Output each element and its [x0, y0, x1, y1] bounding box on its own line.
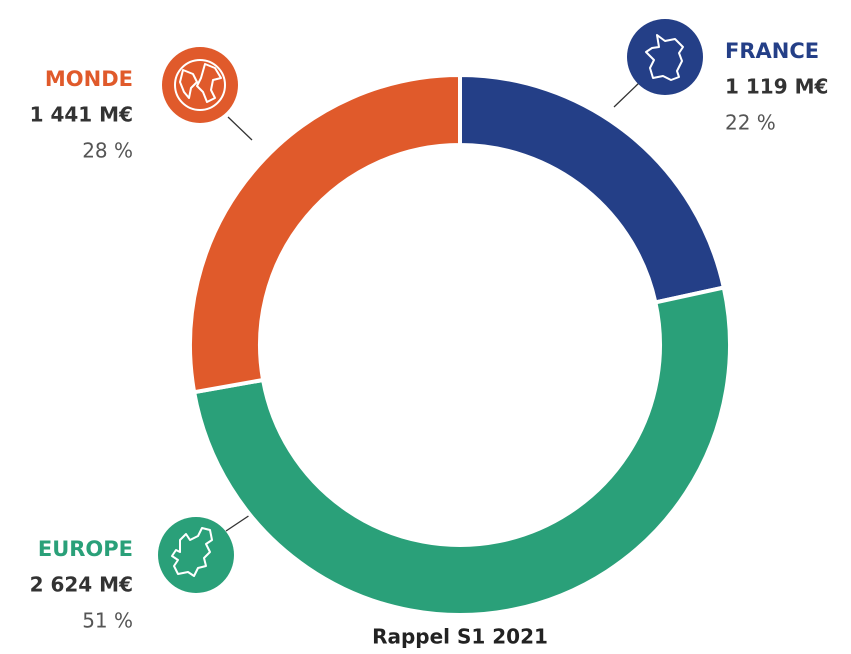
category-label: FRANCE	[725, 39, 819, 63]
donut-slice	[458, 72, 727, 305]
france-icon	[627, 19, 703, 95]
donut-slice	[188, 72, 462, 395]
value-label: 1 119 M€	[725, 75, 828, 99]
share-label: 51 %	[82, 609, 133, 633]
value-label: 1 441 M€	[30, 103, 133, 127]
world-icon	[162, 47, 238, 123]
category-label: MONDE	[45, 67, 133, 91]
leader-line	[227, 116, 253, 141]
value-label: 2 624 M€	[30, 573, 133, 597]
europe-icon	[158, 517, 234, 593]
share-label: 28 %	[82, 139, 133, 163]
share-label: 22 %	[725, 111, 776, 135]
leader-line	[613, 81, 641, 108]
donut-slice	[191, 285, 732, 617]
category-label: EUROPE	[38, 537, 133, 561]
chart-title: Rappel S1 2021	[372, 625, 548, 649]
leader-line	[225, 514, 251, 532]
